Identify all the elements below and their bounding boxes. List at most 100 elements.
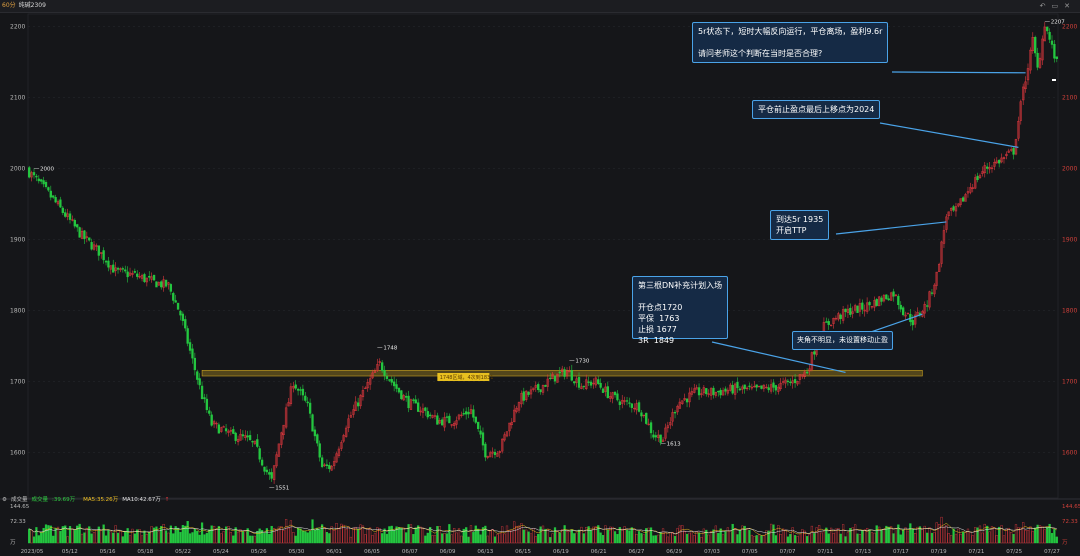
- candle-up: [1026, 68, 1030, 81]
- volume-bar-up: [227, 526, 230, 544]
- volume-bar-up: [916, 526, 919, 544]
- volume-bar-up: [501, 526, 504, 544]
- candle-down: [397, 387, 401, 393]
- candle-down: [1036, 52, 1039, 68]
- volume-bar-down: [659, 532, 662, 544]
- candle-down: [875, 299, 878, 306]
- candle-down: [148, 276, 151, 278]
- volume-bar-up: [709, 531, 713, 544]
- candle-down: [570, 370, 573, 381]
- volume-bar-down: [705, 529, 708, 544]
- volume-bar-up: [284, 519, 288, 544]
- volume-bar-down: [549, 537, 552, 544]
- price-tick-left: 1600: [10, 450, 25, 457]
- candle-up: [227, 430, 230, 433]
- candle-down: [42, 180, 45, 185]
- candle-down: [205, 398, 209, 410]
- price-label: 1748: [383, 346, 397, 352]
- volume-bar-up: [820, 532, 823, 544]
- candle-down: [251, 440, 254, 443]
- volume-bar-down: [738, 530, 741, 544]
- candle-down: [724, 388, 727, 392]
- candle-down: [88, 237, 91, 241]
- volume-bar-up: [280, 526, 283, 544]
- volume-bar-up: [693, 535, 696, 544]
- candle-up: [498, 451, 501, 453]
- volume-bar-up: [450, 534, 453, 544]
- candle-up: [611, 392, 614, 399]
- volume-bar-down: [325, 532, 329, 544]
- candle-down: [481, 432, 485, 446]
- candle-down: [582, 385, 585, 388]
- volume-panel-icon[interactable]: ⚙: [2, 497, 7, 503]
- undo-icon[interactable]: ↶: [1039, 2, 1052, 10]
- volume-bar-up: [695, 531, 698, 544]
- candle-up: [1029, 49, 1032, 71]
- candle-up: [904, 314, 907, 317]
- volume-bar-up: [529, 533, 533, 544]
- candle-down: [388, 379, 391, 381]
- volume-bar-down: [268, 533, 271, 544]
- candle-up: [669, 422, 672, 426]
- volume-bar-down: [311, 519, 314, 544]
- volume-bar-down: [1046, 526, 1049, 544]
- volume-bar-down: [1048, 523, 1051, 544]
- candle-up: [657, 434, 660, 439]
- volume-bar-up: [769, 523, 773, 544]
- candle-down: [522, 391, 525, 401]
- candle-up: [469, 409, 473, 414]
- date-tick: 05/30: [289, 549, 305, 555]
- volume-label: 成交量:39.69万: [31, 497, 76, 503]
- candle-down: [717, 390, 720, 393]
- volume-bar-up: [906, 530, 910, 544]
- candle-up: [769, 384, 773, 392]
- candle-up: [534, 385, 537, 388]
- volume-tick-right: 72.33: [1062, 519, 1078, 525]
- volume-bar-down: [477, 528, 480, 544]
- candle-down: [160, 281, 163, 288]
- volume-bar-down: [148, 532, 151, 544]
- candle-up: [988, 167, 991, 170]
- candle-down: [537, 384, 540, 391]
- volume-bar-down: [772, 524, 775, 544]
- candle-down: [104, 260, 108, 263]
- candle-down: [412, 399, 415, 401]
- candle-up: [138, 276, 141, 278]
- price-tick-right: 1700: [1062, 379, 1077, 386]
- volume-bar-up: [433, 534, 437, 544]
- volume-bar-up: [438, 526, 441, 544]
- candle-up: [964, 194, 967, 202]
- candle-up: [229, 430, 233, 432]
- close-icon[interactable]: ✕: [1064, 2, 1076, 10]
- kline-chart[interactable]: 1600 1600 1700 1700 1800 1800 1900 1900 2000 2000…: [0, 12, 1080, 556]
- candle-up: [287, 402, 290, 407]
- volume-bar-down: [587, 526, 590, 544]
- volume-bar-up: [513, 521, 516, 544]
- volume-bar-up: [85, 527, 88, 544]
- candle-down: [743, 384, 746, 390]
- candle-up: [923, 303, 926, 314]
- candle-down: [685, 398, 689, 403]
- volume-bar-up: [688, 532, 691, 544]
- candle-down: [320, 457, 324, 467]
- candle-up: [349, 415, 353, 418]
- volume-bar-up: [272, 528, 276, 544]
- candle-down: [849, 307, 852, 315]
- volume-bar-down: [962, 531, 965, 544]
- candle-down: [767, 387, 770, 391]
- volume-bar-down: [652, 535, 655, 544]
- annotation-pointer: [835, 221, 947, 235]
- period-label[interactable]: 60分: [2, 2, 16, 9]
- volume-bar-up: [409, 524, 413, 544]
- candle-down: [563, 369, 566, 377]
- candle-down: [90, 242, 93, 250]
- candle-up: [721, 390, 725, 396]
- volume-bar-down: [685, 533, 689, 544]
- candle-down: [258, 448, 261, 460]
- volume-bar-down: [208, 529, 211, 544]
- candle-down: [208, 410, 211, 414]
- candle-up: [894, 294, 898, 296]
- candle-up: [366, 382, 369, 389]
- restore-icon[interactable]: ▭: [1051, 2, 1065, 10]
- volume-bar-down: [649, 527, 653, 544]
